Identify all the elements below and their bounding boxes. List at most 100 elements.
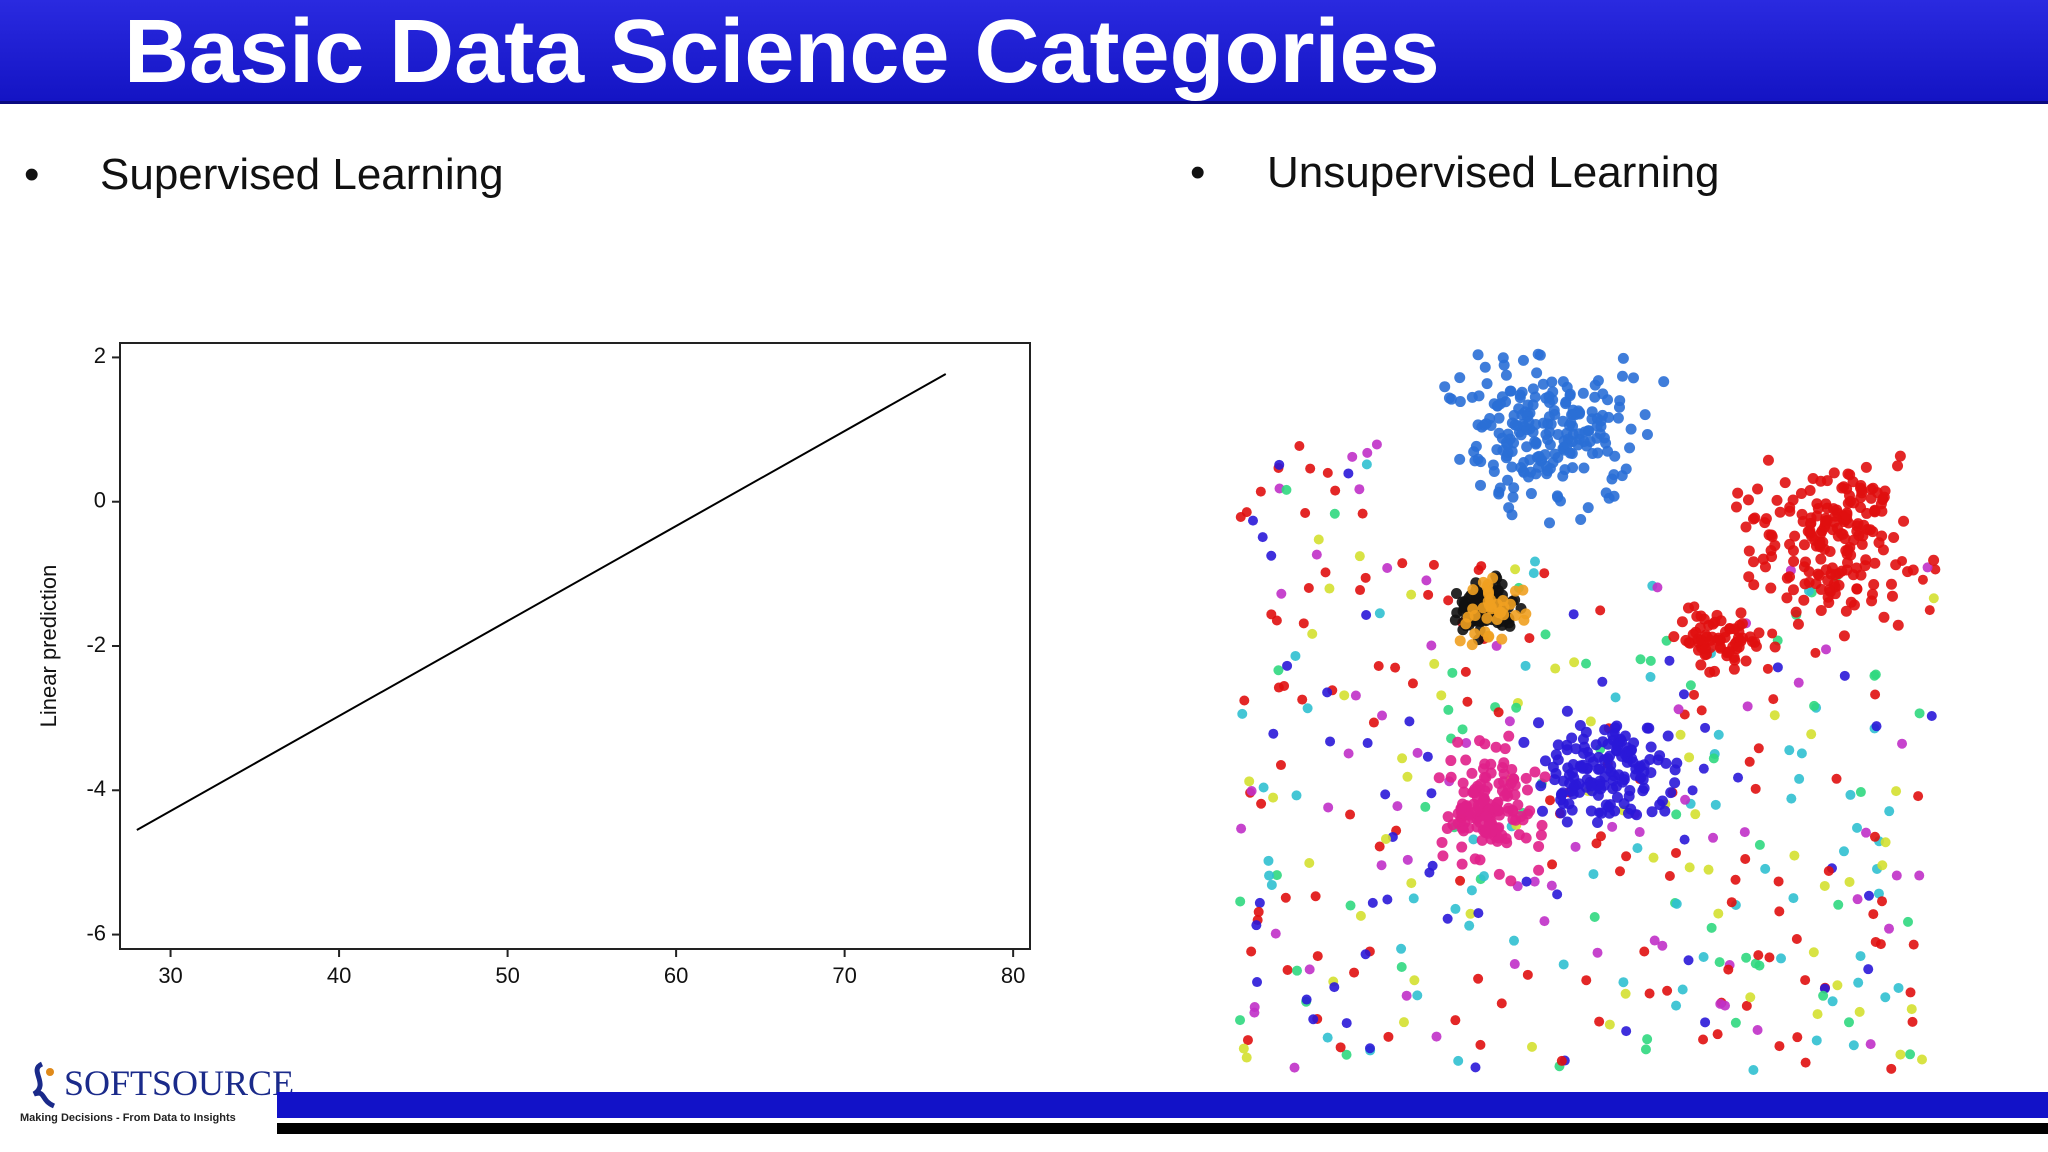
node — [1595, 415, 1607, 427]
node — [1281, 484, 1292, 495]
node — [1302, 703, 1313, 714]
node — [1510, 564, 1521, 575]
node — [1739, 827, 1750, 838]
node — [1704, 634, 1716, 646]
node — [1239, 695, 1250, 706]
node — [1323, 802, 1334, 813]
logo-tagline: Making Decisions - From Data to Insights — [20, 1112, 236, 1124]
node — [1509, 609, 1521, 621]
node — [1662, 985, 1673, 996]
node — [1494, 398, 1506, 410]
node — [1639, 946, 1650, 957]
node — [1860, 461, 1872, 473]
node — [1304, 964, 1315, 975]
node — [1715, 998, 1726, 1009]
node — [1806, 729, 1817, 740]
node — [1671, 1000, 1682, 1011]
node — [1905, 987, 1916, 998]
node — [1264, 870, 1275, 881]
node — [1460, 754, 1472, 766]
node — [1621, 851, 1632, 862]
node — [1611, 791, 1623, 803]
node — [1529, 766, 1541, 778]
node — [1493, 427, 1505, 439]
node — [1500, 369, 1512, 381]
x-tick-label: 50 — [495, 963, 519, 988]
node — [1521, 876, 1532, 887]
node — [1324, 583, 1335, 594]
node — [1398, 1017, 1409, 1028]
node — [1304, 858, 1315, 869]
node — [1810, 647, 1821, 658]
node — [1533, 840, 1545, 852]
node — [1322, 687, 1333, 698]
node — [1361, 459, 1372, 470]
node — [1367, 897, 1378, 908]
node — [1469, 628, 1481, 640]
node — [1741, 952, 1752, 963]
node — [1664, 871, 1675, 882]
node — [1436, 690, 1447, 701]
node — [1892, 460, 1904, 472]
node — [1426, 640, 1437, 651]
node — [1374, 608, 1385, 619]
node — [1479, 361, 1491, 373]
node — [1472, 349, 1484, 361]
node — [1373, 660, 1384, 671]
node — [1545, 795, 1556, 806]
x-tick-label: 40 — [327, 963, 351, 988]
node — [1246, 785, 1257, 796]
node — [1518, 466, 1530, 478]
node — [1466, 639, 1478, 651]
node — [1864, 524, 1876, 536]
node — [1443, 704, 1454, 715]
node — [1740, 655, 1752, 667]
node — [1617, 370, 1629, 382]
node — [1595, 831, 1606, 842]
node — [1873, 888, 1884, 899]
node — [1733, 772, 1744, 783]
node — [1524, 454, 1536, 466]
node — [1774, 906, 1785, 917]
node — [1855, 787, 1866, 798]
node — [1454, 453, 1466, 465]
node — [1431, 1031, 1442, 1042]
node — [1838, 630, 1850, 642]
node — [1276, 588, 1287, 599]
node — [1236, 823, 1247, 834]
node — [1732, 487, 1744, 499]
bullet-text: Supervised Learning — [100, 150, 504, 199]
node — [1700, 722, 1711, 733]
node — [1563, 798, 1575, 810]
node — [1818, 990, 1829, 1001]
node — [1614, 866, 1625, 877]
node — [1235, 896, 1246, 907]
logo-icon — [32, 1061, 56, 1109]
node — [1649, 935, 1660, 946]
node — [1760, 863, 1771, 874]
node — [1539, 755, 1551, 767]
node — [1575, 761, 1587, 773]
node — [1529, 876, 1540, 887]
node — [1838, 846, 1849, 857]
node — [1742, 494, 1754, 506]
node — [1292, 965, 1303, 976]
node — [1815, 605, 1827, 617]
node — [1823, 865, 1834, 876]
node — [1811, 510, 1823, 522]
node — [1600, 487, 1612, 499]
node — [1552, 889, 1563, 900]
x-tick-label: 30 — [158, 963, 182, 988]
node — [1729, 654, 1741, 666]
y-tick-label: -6 — [86, 920, 106, 945]
node — [1536, 805, 1548, 817]
node — [1743, 571, 1755, 583]
node — [1501, 837, 1513, 849]
node — [1841, 509, 1853, 521]
node — [1595, 783, 1607, 795]
node — [1303, 583, 1314, 594]
node — [1544, 517, 1556, 529]
node — [1624, 442, 1636, 454]
node — [1345, 900, 1356, 911]
